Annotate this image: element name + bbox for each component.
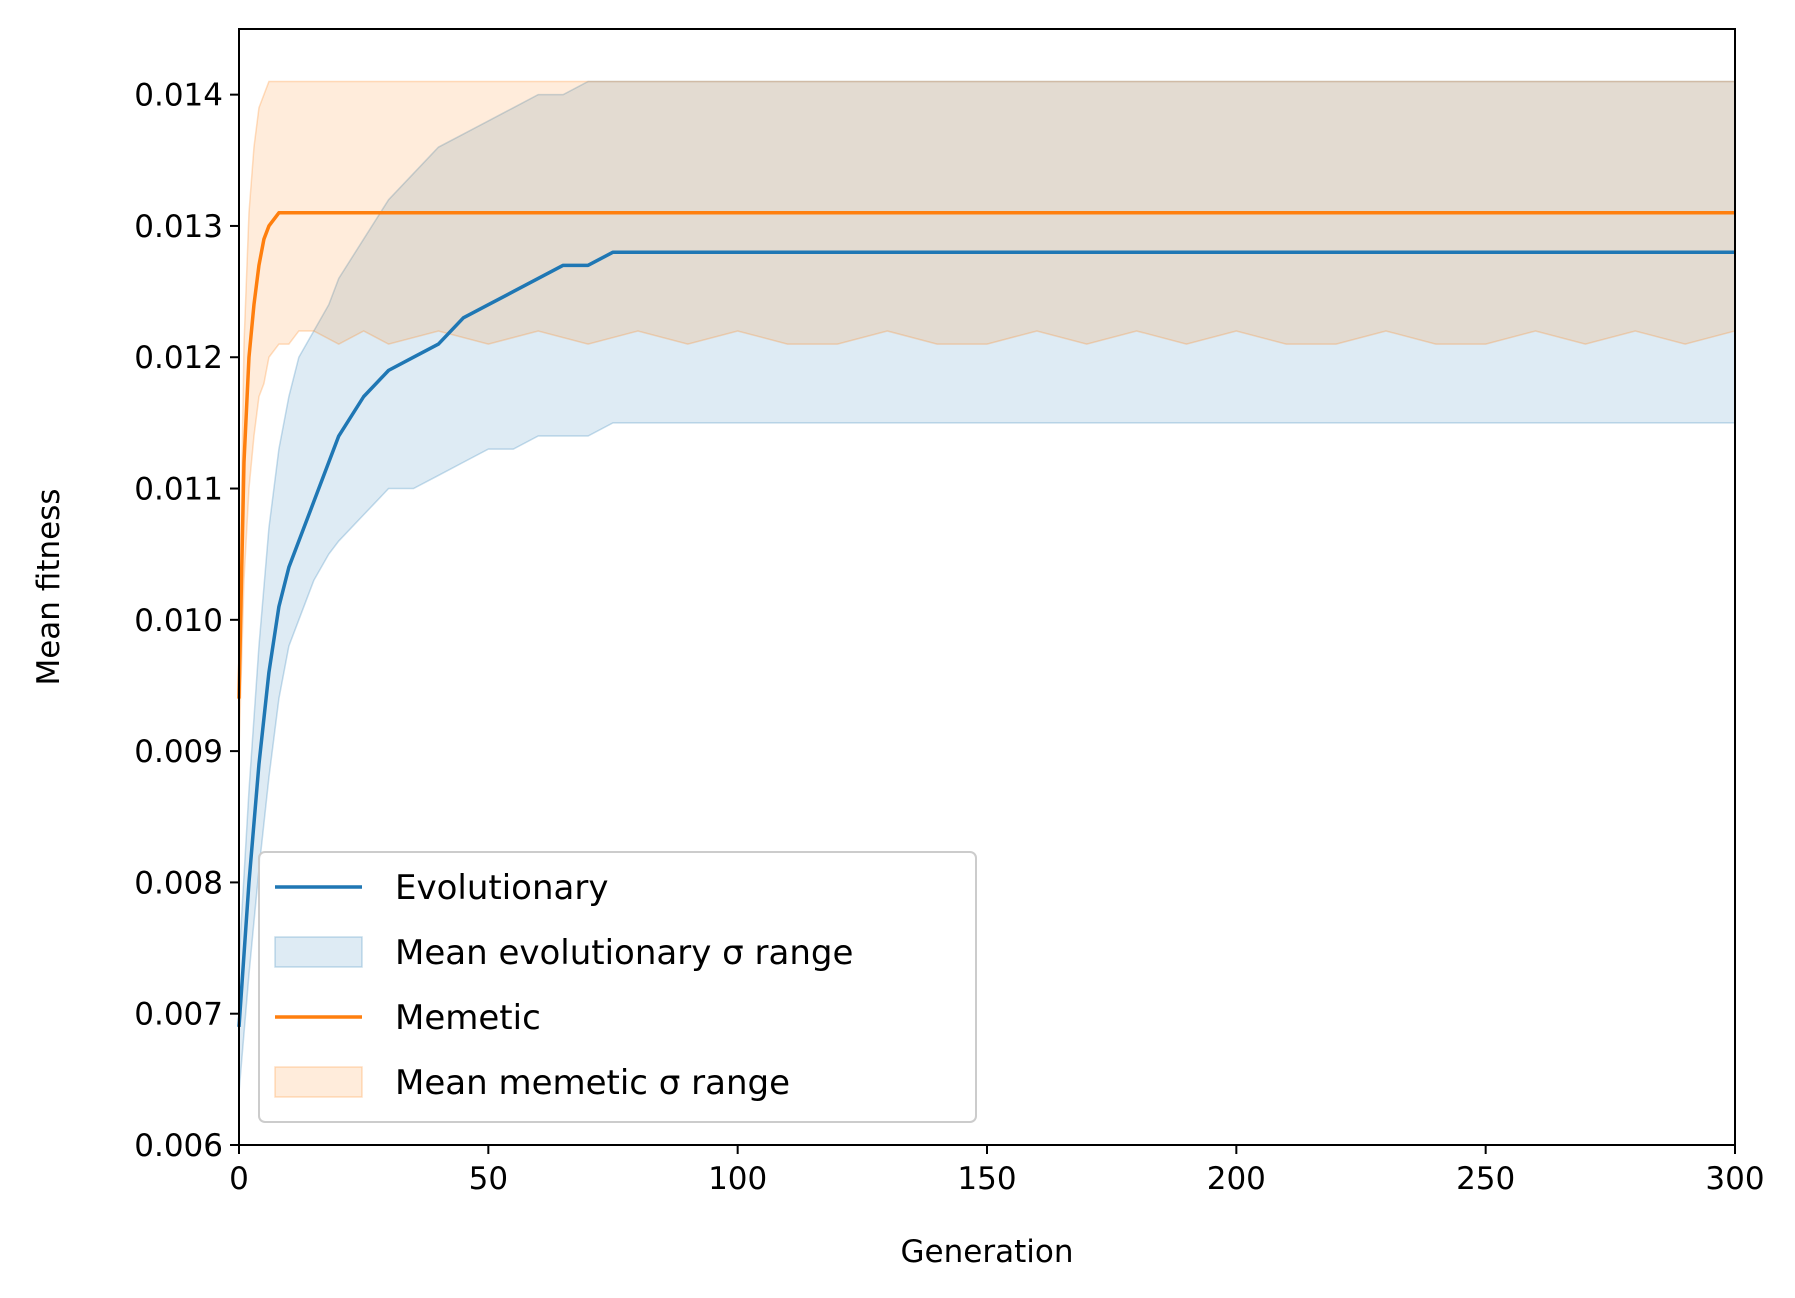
x-tick-label: 200 (1207, 1161, 1266, 1197)
line-0 (237, 250, 1735, 1027)
x-axis-ticks: 0 50 100 150 200 250 300 (229, 1145, 1765, 1197)
legend-band-swatch (274, 1066, 363, 1098)
y-axis-label: Mean fitness (31, 488, 67, 685)
y-tick-label: 0.008 (134, 865, 223, 901)
y-tick-label: 0.006 (134, 1128, 223, 1164)
legend-label: Evolutionary (395, 868, 608, 908)
series-lines (237, 211, 1735, 1027)
line-2 (237, 211, 1735, 699)
y-tick-label: 0.012 (134, 340, 223, 376)
y-tick-label: 0.013 (134, 209, 223, 245)
x-axis-label: Generation (901, 1234, 1074, 1270)
legend-band-swatch (274, 936, 363, 968)
y-tick-label: 0.014 (134, 78, 223, 114)
y-tick-label: 0.009 (134, 734, 223, 770)
y-tick-label: 0.010 (134, 603, 223, 639)
legend-label: Mean memetic σ range (395, 1063, 790, 1103)
legend-label: Mean evolutionary σ range (395, 933, 853, 973)
x-tick-label: 300 (1705, 1161, 1764, 1197)
y-axis-ticks: 0.006 0.007 0.008 0.009 0.010 0.011 0.012 0.013… (134, 78, 239, 1164)
x-tick-label: 250 (1456, 1161, 1515, 1197)
y-tick-label: 0.011 (134, 472, 223, 508)
x-tick-label: 150 (957, 1161, 1016, 1197)
legend: Evolutionary Mean evolutionary σ range Mem… (258, 851, 977, 1123)
y-tick-label: 0.007 (134, 997, 223, 1033)
legend-box (258, 851, 977, 1123)
legend-label: Memetic (395, 998, 541, 1038)
x-tick-label: 100 (708, 1161, 767, 1197)
x-tick-label: 50 (469, 1161, 508, 1197)
x-tick-label: 0 (229, 1161, 249, 1197)
